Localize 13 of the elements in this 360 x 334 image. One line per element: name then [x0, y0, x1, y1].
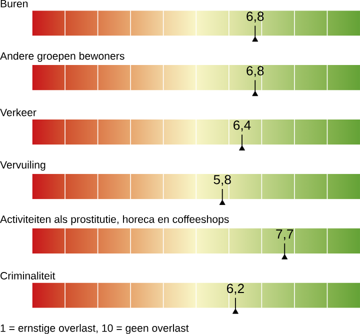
category-label: Vervuiling: [0, 160, 46, 171]
category-label: Criminaliteit: [0, 272, 56, 280]
data-label: 6,8: [246, 12, 264, 23]
category-label: Activiteiten als prostitutie, horeca en coffeeshops: [0, 215, 229, 226]
category-label: Buren: [0, 0, 28, 8]
data-label: 5,8: [214, 174, 231, 186]
category-label: Andere groepen bewoners: [0, 52, 124, 62]
text: 1 = ernstige overlast, 10 = geen overlast: [0, 324, 189, 334]
data-label: 6,2: [227, 284, 244, 295]
category-label: Verkeer: [0, 108, 36, 116]
data-label: 6,8: [246, 66, 264, 77]
data-label: 6,4: [234, 120, 251, 132]
data-label: 7,7: [276, 230, 294, 240]
